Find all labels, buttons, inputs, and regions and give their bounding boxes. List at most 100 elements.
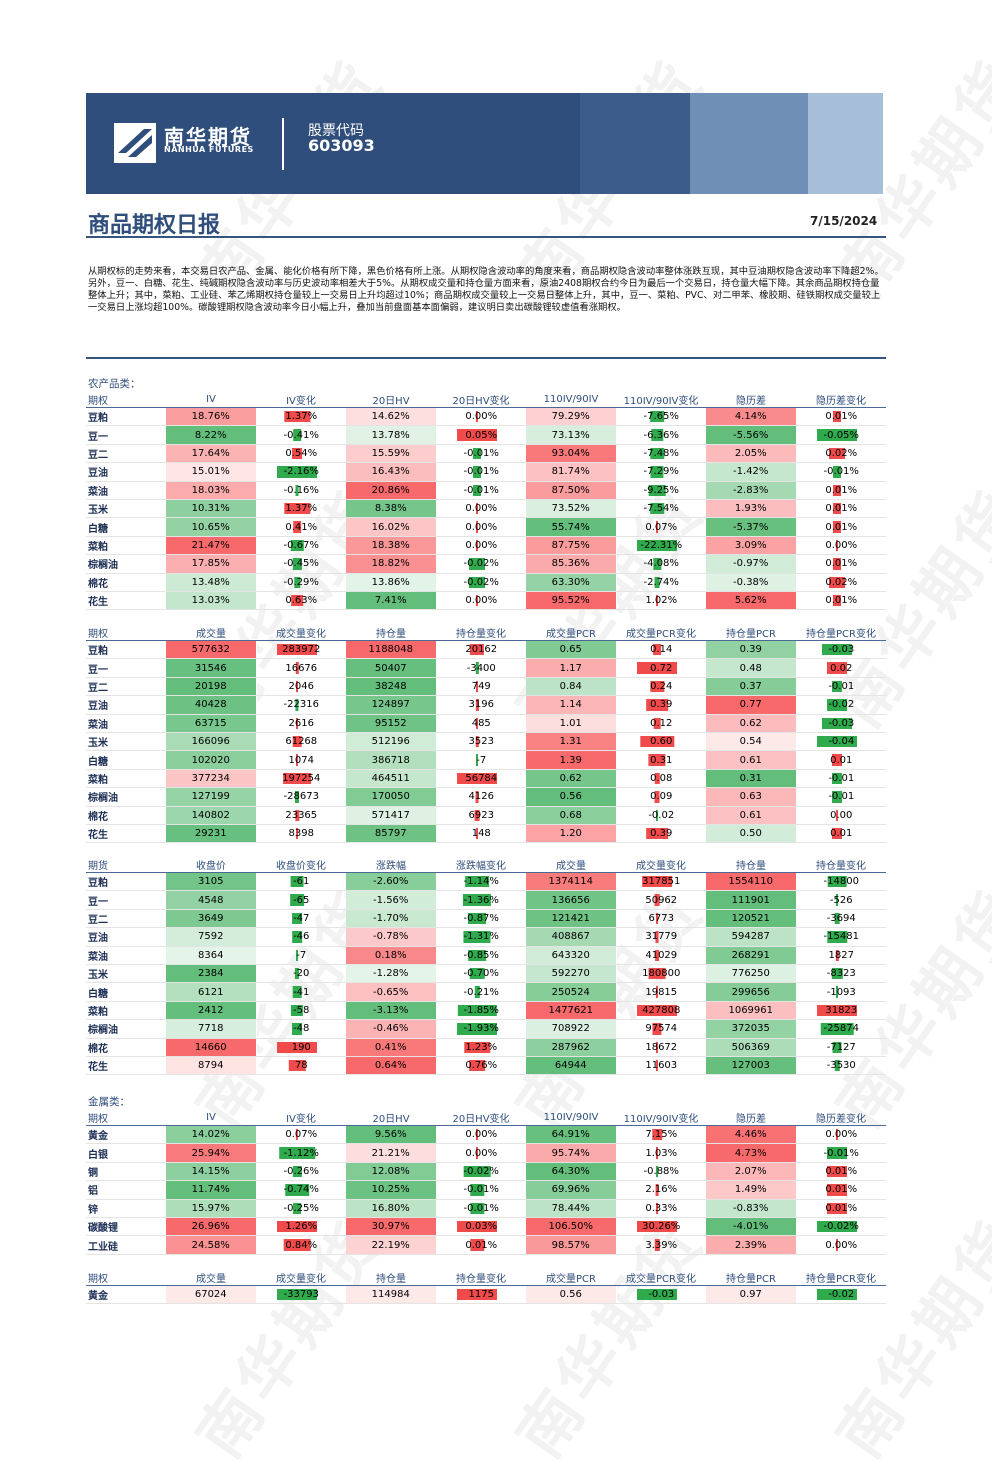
cell-value: -1.42%: [733, 466, 769, 478]
row-label: 豆粕: [86, 872, 166, 892]
table-cell: -1.93%: [436, 1019, 526, 1039]
cell-value: -2.83%: [733, 484, 769, 496]
table-row: 菜粕 21.47% -0.67% 18.38% 0.00% 87.75% -22.31% 3.…: [86, 536, 886, 556]
positive-bar: [457, 1289, 498, 1301]
cell-value: 18.76%: [191, 411, 230, 423]
row-label: 菜油: [86, 946, 166, 965]
table-cell: 63715: [166, 714, 257, 733]
table-cell: -0.02%: [436, 573, 526, 592]
negative-bar: [279, 1147, 316, 1159]
table-cell: 2046: [256, 677, 346, 697]
cell-value: 1.26%: [285, 1221, 318, 1233]
positive-bar: [655, 1184, 659, 1196]
table-cell: 87.50%: [526, 481, 617, 500]
positive-bar: [833, 558, 842, 570]
positive-bar: [827, 1165, 848, 1178]
cell-value: 23365: [285, 809, 318, 821]
table-row: 玉米 10.31% 1.37% 8.38% 0.00% 73.52% -7.54% 1.93%…: [86, 499, 886, 519]
table-cell: 0.12: [616, 714, 706, 733]
table-cell: -0.25%: [256, 1199, 346, 1218]
negative-bar: [827, 1147, 848, 1159]
table-cell: 0.07%: [616, 517, 706, 537]
table-cell: 16.80%: [346, 1199, 437, 1218]
cell-value: 8.22%: [194, 429, 227, 441]
cell-value: 4.73%: [734, 1147, 767, 1159]
cell-value: 10.31%: [191, 503, 230, 515]
cell-value: 1.02%: [645, 595, 678, 607]
table-cell: 1827: [796, 946, 886, 965]
cell-value: 玉米: [88, 970, 108, 982]
row-label: 豆油: [86, 462, 166, 482]
cell-value: 0.01%: [825, 503, 858, 515]
cell-value: 0.09: [650, 791, 673, 803]
cell-value: 2.16%: [645, 1184, 678, 1196]
table-cell: -0.02%: [436, 554, 526, 574]
cell-value: 64.30%: [551, 1165, 590, 1177]
table-cell: 1.20: [526, 824, 617, 844]
table-cell: 111901: [706, 890, 797, 910]
cell-value: 93.04%: [551, 447, 590, 459]
cell-value: 0.02: [830, 662, 853, 674]
cell-value: 3649: [198, 912, 224, 924]
row-label: 豆二: [86, 677, 166, 697]
table-cell: 3196: [436, 695, 526, 715]
negative-bar: [290, 876, 304, 888]
table-cell: 287962: [526, 1038, 617, 1057]
cell-value: 17.64%: [191, 447, 230, 459]
table-cell: 78.44%: [526, 1199, 617, 1218]
table-cell: 2.07%: [706, 1162, 797, 1182]
table-cell: 12.08%: [346, 1162, 437, 1182]
positive-bar: [827, 1202, 848, 1214]
table-cell: -1.56%: [346, 890, 437, 910]
page-title: 商品期权日报: [88, 213, 221, 238]
cell-value: 30.97%: [371, 1221, 410, 1233]
cell-value: 0.01%: [825, 1165, 858, 1177]
negative-bar: [285, 1184, 309, 1196]
positive-bar: [283, 1239, 311, 1251]
table-header-row: 期权 IV IV变化 20日HV 20日HV变化 110IV/90IV 110IV/90IV…: [86, 1110, 886, 1126]
cell-value: 95152: [374, 717, 407, 729]
cell-value: 0.01%: [825, 521, 858, 533]
cell-value: 13.03%: [191, 595, 230, 607]
cell-value: -46: [293, 931, 310, 943]
positive-bar: [827, 662, 848, 674]
table-cell: 69.96%: [526, 1180, 617, 1200]
table-cell: 0.03%: [436, 1217, 526, 1237]
table-row: 棕榈油 7718 -48 -0.46% -1.93% 708922 97574 372035 -…: [86, 1019, 886, 1039]
table-cell: -65: [256, 890, 346, 910]
cell-value: 碳酸锂: [88, 1223, 118, 1235]
table-cell: 50407: [346, 658, 437, 678]
column-header: 成交量变化: [256, 625, 346, 641]
table-cell: -0.88%: [616, 1162, 706, 1182]
row-label: 豆二: [86, 444, 166, 464]
negative-bar: [650, 447, 664, 460]
cell-value: 97574: [645, 1023, 678, 1035]
table-cell: -5.37%: [706, 517, 797, 537]
cell-value: 95.52%: [551, 595, 590, 607]
table-cell: 1.02%: [616, 591, 706, 611]
metal-volume-table: 期权 成交量 成交量变化 持仓量 持仓量变化 成交量PCR 成交量PCR变化 持仓量PCR 持仓…: [86, 1270, 886, 1305]
cell-value: 0.02%: [825, 576, 858, 588]
positive-bar: [474, 809, 480, 821]
cell-value: 0.01%: [825, 595, 858, 607]
cell-value: 1188048: [368, 644, 414, 656]
cell-value: -0.01%: [463, 1202, 499, 1214]
cell-value: 0.01%: [825, 484, 858, 496]
table-cell: 0.37: [706, 677, 797, 697]
column-header: 持仓量PCR变化: [796, 625, 886, 641]
cell-value: 15.01%: [191, 466, 230, 478]
negative-bar: [827, 931, 847, 943]
cell-value: 95.74%: [551, 1147, 590, 1159]
table-cell: 40428: [166, 695, 257, 715]
table-cell: 4.46%: [706, 1125, 797, 1145]
table-cell: 13.03%: [166, 591, 257, 611]
table-cell: -25874: [796, 1019, 886, 1039]
cell-value: 4.14%: [734, 411, 767, 423]
cell-value: 豆一: [88, 896, 108, 908]
cell-value: 592270: [551, 968, 590, 980]
cell-value: 506369: [731, 1041, 770, 1053]
negative-bar: [469, 576, 486, 588]
table-cell: 38248: [346, 677, 437, 697]
negative-bar: [836, 986, 839, 998]
cell-value: 0.14: [650, 644, 673, 656]
